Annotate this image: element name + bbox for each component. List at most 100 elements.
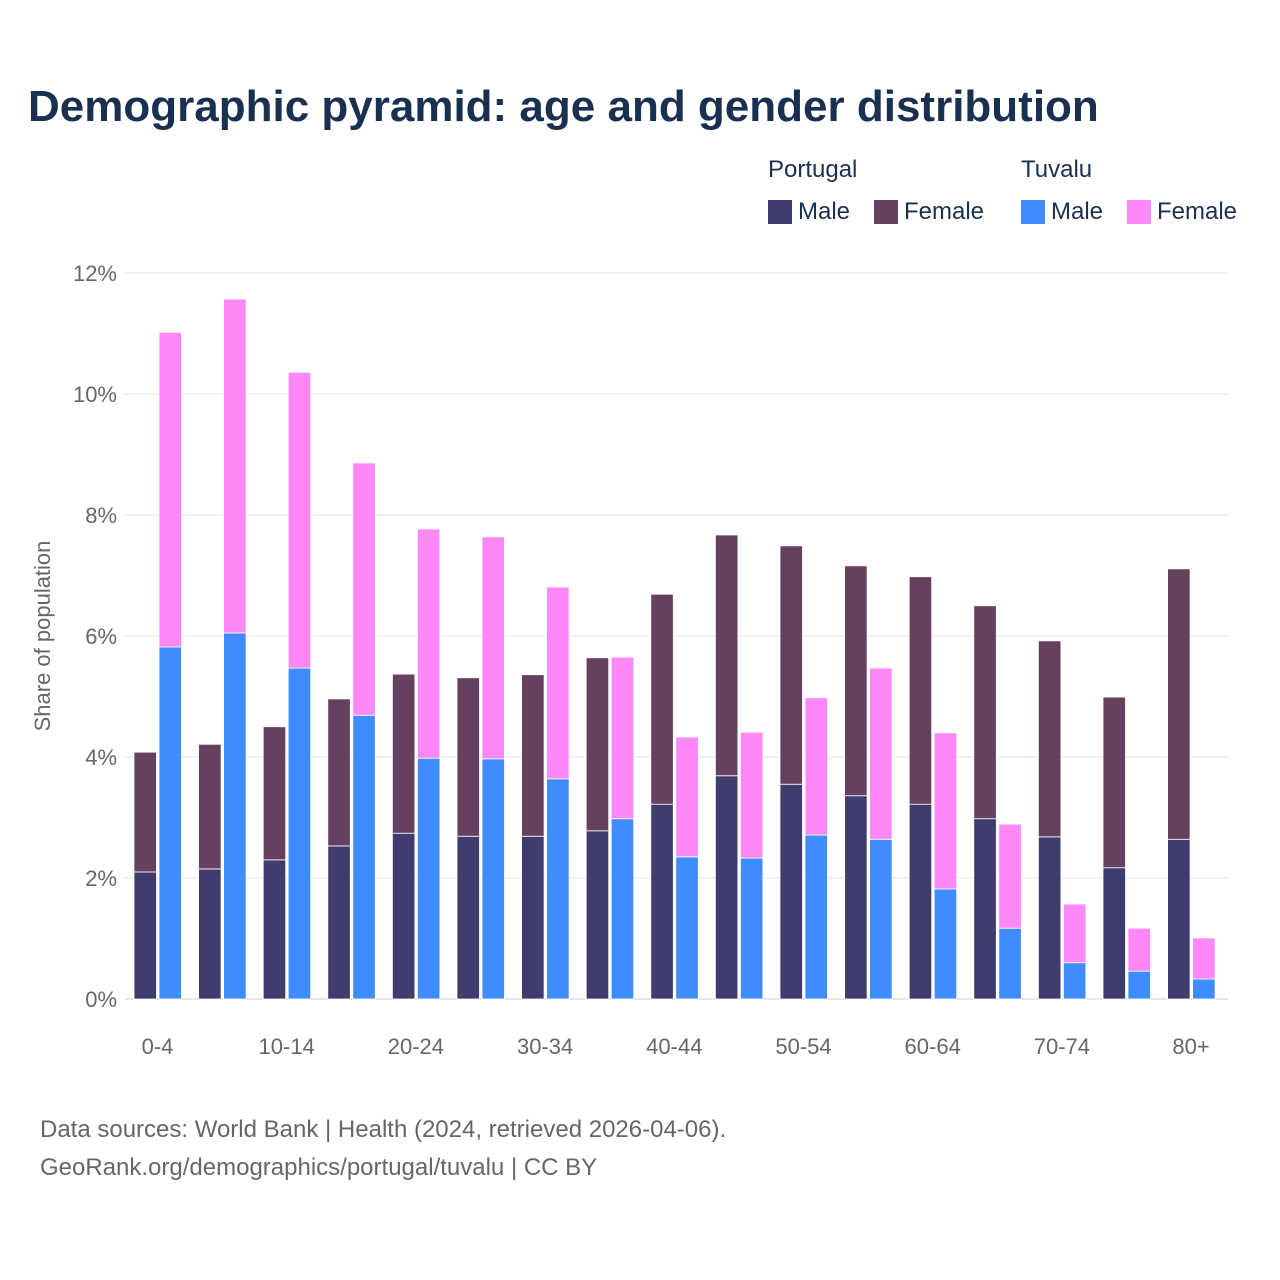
- bar-portugal-male: [391, 832, 416, 1000]
- legend-swatch: [874, 200, 898, 224]
- bar-portugal-female: [262, 726, 287, 861]
- bar-tuvalu-female: [869, 667, 893, 840]
- footer-credit: GeoRank.org/demographics/portugal/tuvalu…: [40, 1154, 598, 1181]
- y-tick-label: 8%: [85, 503, 117, 528]
- legend-item-tuvalu-female: Female: [1127, 198, 1237, 226]
- bar-tuvalu-female: [352, 462, 376, 716]
- bar-tuvalu-male: [740, 857, 764, 1000]
- bar-tuvalu-female: [933, 732, 958, 890]
- legend-label: Male: [798, 198, 851, 225]
- bar-portugal-female: [1102, 696, 1126, 869]
- y-tick-label: 12%: [73, 261, 117, 286]
- bar-portugal-female: [1038, 640, 1062, 838]
- x-tick-label: 10-14: [259, 1034, 315, 1059]
- bar-portugal-male: [844, 795, 868, 1000]
- x-tick-label: 0-4: [142, 1034, 174, 1059]
- legend-swatch: [1021, 200, 1045, 224]
- bar-portugal-female: [715, 534, 739, 777]
- bar-portugal-male: [198, 868, 222, 1000]
- bar-tuvalu-male: [804, 834, 828, 1000]
- y-axis-label: Share of population: [30, 541, 55, 732]
- bar-tuvalu-male: [287, 667, 312, 1000]
- bar-portugal-male: [715, 775, 739, 1000]
- bar-portugal-male: [585, 830, 610, 1000]
- legend-item-portugal-male: Male: [768, 198, 850, 226]
- y-tick-label: 0%: [85, 987, 117, 1012]
- y-tick-label: 4%: [85, 745, 117, 770]
- bar-tuvalu-male: [933, 888, 958, 1000]
- bar-tuvalu-male: [223, 632, 247, 1000]
- bar-tuvalu-female: [546, 586, 570, 780]
- bar-portugal-male: [908, 803, 933, 1000]
- bar-tuvalu-male: [869, 838, 893, 1000]
- bar-tuvalu-male: [352, 714, 376, 1000]
- bar-portugal-male: [456, 835, 480, 1000]
- bar-tuvalu-male: [1192, 978, 1216, 1000]
- legend-swatch: [1127, 200, 1151, 224]
- y-tick-label: 2%: [85, 866, 117, 891]
- bar-portugal-female: [973, 605, 997, 820]
- legend-label: Female: [904, 198, 985, 225]
- bar-tuvalu-female: [158, 331, 182, 648]
- bar-tuvalu-male: [158, 646, 182, 1000]
- bar-tuvalu-female: [287, 371, 312, 669]
- bar-portugal-female: [456, 677, 480, 837]
- bar-tuvalu-male: [998, 927, 1022, 1000]
- bar-tuvalu-female: [998, 823, 1022, 929]
- y-tick-label: 6%: [85, 624, 117, 649]
- bar-portugal-male: [327, 845, 351, 1000]
- bar-tuvalu-male: [416, 757, 441, 1000]
- bar-tuvalu-female: [223, 298, 247, 634]
- bar-portugal-female: [521, 674, 545, 837]
- x-tick-label: 60-64: [905, 1034, 961, 1059]
- bar-portugal-male: [1102, 867, 1126, 1000]
- bar-tuvalu-female: [1127, 927, 1151, 972]
- bar-portugal-female: [779, 545, 803, 785]
- bar-portugal-female: [327, 698, 351, 847]
- bar-tuvalu-female: [740, 731, 764, 859]
- bar-portugal-female: [133, 751, 157, 873]
- legend-swatch: [768, 200, 792, 224]
- bar-portugal-male: [650, 803, 674, 1000]
- bar-tuvalu-male: [675, 856, 699, 1000]
- bar-portugal-female: [1167, 568, 1191, 840]
- bar-portugal-male: [1167, 838, 1191, 1000]
- bar-tuvalu-male: [610, 818, 635, 1000]
- bar-portugal-male: [262, 859, 287, 1000]
- x-tick-label: 40-44: [646, 1034, 702, 1059]
- bar-tuvalu-male: [481, 758, 505, 1000]
- bar-portugal-female: [650, 593, 674, 805]
- bar-tuvalu-male: [546, 778, 570, 1000]
- x-tick-label: 70-74: [1034, 1034, 1090, 1059]
- bar-portugal-male: [973, 818, 997, 1000]
- legend-label: Female: [1157, 198, 1238, 225]
- bar-portugal-female: [908, 576, 933, 805]
- bar-tuvalu-female: [1192, 937, 1216, 980]
- bar-tuvalu-female: [416, 528, 441, 759]
- bar-portugal-female: [198, 743, 222, 870]
- footer-sources: Data sources: World Bank | Health (2024,…: [40, 1116, 727, 1143]
- bar-tuvalu-female: [1063, 903, 1087, 964]
- bar-tuvalu-male: [1063, 962, 1087, 1000]
- legend-item-portugal-female: Female: [874, 198, 984, 226]
- bar-portugal-male: [521, 835, 545, 1000]
- bar-portugal-female: [844, 565, 868, 797]
- y-tick-label: 10%: [73, 382, 117, 407]
- bar-tuvalu-female: [481, 536, 505, 760]
- x-tick-label: 30-34: [517, 1034, 573, 1059]
- bar-portugal-male: [133, 871, 157, 1000]
- bar-portugal-male: [1038, 836, 1062, 1000]
- bar-portugal-female: [585, 657, 610, 832]
- bar-tuvalu-female: [675, 736, 699, 858]
- x-tick-label: 20-24: [388, 1034, 444, 1059]
- legend-item-tuvalu-male: Male: [1021, 198, 1103, 226]
- legend-group-title: Portugal: [768, 156, 858, 183]
- bar-tuvalu-female: [610, 656, 635, 820]
- x-tick-label: 50-54: [775, 1034, 831, 1059]
- legend-label: Male: [1051, 198, 1104, 225]
- legend-group-title: Tuvalu: [1021, 156, 1093, 183]
- bar-tuvalu-female: [804, 697, 828, 836]
- bar-portugal-male: [779, 783, 803, 1000]
- bar-tuvalu-male: [1127, 970, 1151, 1000]
